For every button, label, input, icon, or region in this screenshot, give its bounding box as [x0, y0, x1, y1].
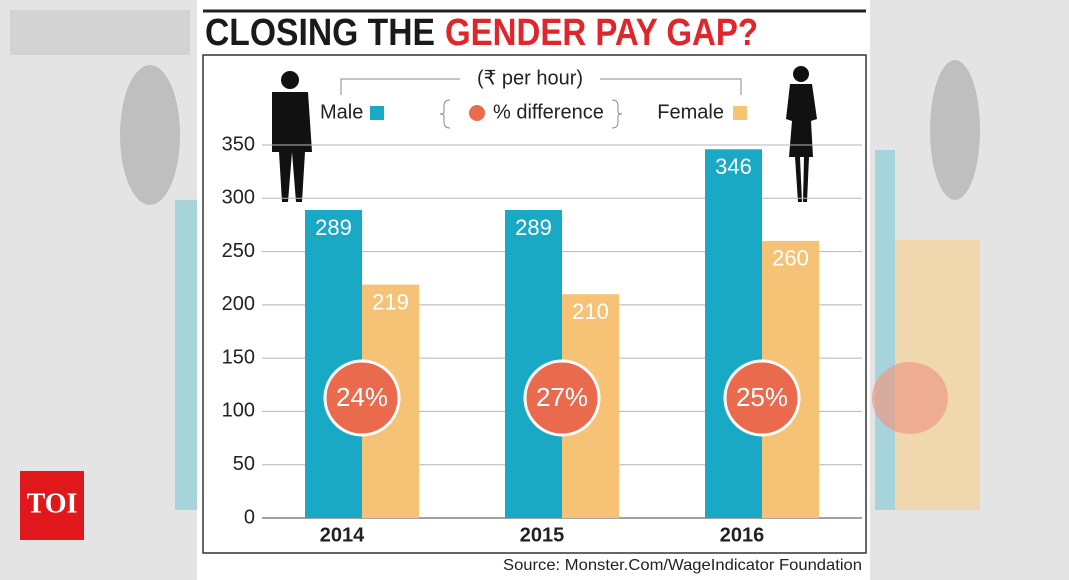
blur-figure [930, 60, 980, 200]
bar [705, 149, 762, 518]
title-lead: CLOSING THE [205, 12, 435, 54]
x-tick-label: 2016 [720, 524, 765, 546]
difference-label: 25% [736, 382, 788, 412]
legend-swatch [370, 106, 384, 120]
legend-label: Male [320, 101, 363, 123]
logo-box [20, 471, 84, 540]
title-highlight: GENDER PAY GAP? [445, 12, 758, 54]
y-tick-label: 150 [222, 346, 255, 368]
difference-circle [323, 359, 401, 437]
y-tick-label: 100 [222, 400, 255, 422]
legend-swatch [469, 105, 485, 121]
y-tick-label: 300 [222, 187, 255, 209]
blur-figure [120, 65, 180, 205]
value-label: 289 [315, 215, 352, 240]
x-tick-label: 2014 [320, 524, 365, 546]
legend-label: Female [657, 101, 724, 123]
legend-swatch [733, 106, 747, 120]
blur-bar [175, 200, 200, 510]
frame [202, 54, 867, 554]
y-tick-label: 350 [222, 133, 255, 155]
bracket [340, 78, 742, 95]
value-label: 260 [772, 246, 809, 271]
value-label: 346 [715, 154, 752, 179]
y-tick-label: 200 [222, 293, 255, 315]
male-figure [272, 71, 312, 202]
difference-label: 27% [536, 382, 588, 412]
value-label: 210 [572, 299, 609, 324]
blur-bar [875, 150, 895, 510]
difference-label: 24% [336, 382, 388, 412]
y-tick-label: 250 [222, 240, 255, 262]
value-label: 219 [372, 289, 409, 314]
logo: TOI [27, 488, 78, 519]
difference-circle [723, 359, 801, 437]
y-tick-label: 50 [233, 453, 255, 475]
subtitle: (₹ per hour) [477, 67, 583, 89]
female-figure [786, 66, 817, 202]
blur-circle [872, 362, 948, 434]
brace [439, 99, 623, 129]
x-tick-label: 2015 [520, 524, 565, 546]
legend-label: % difference [493, 101, 604, 123]
blur-title [10, 10, 190, 55]
difference-circle [523, 359, 601, 437]
source: Source: Monster.Com/WageIndicator Founda… [503, 557, 862, 574]
y-tick-label: 0 [244, 506, 255, 528]
value-label: 289 [515, 215, 552, 240]
